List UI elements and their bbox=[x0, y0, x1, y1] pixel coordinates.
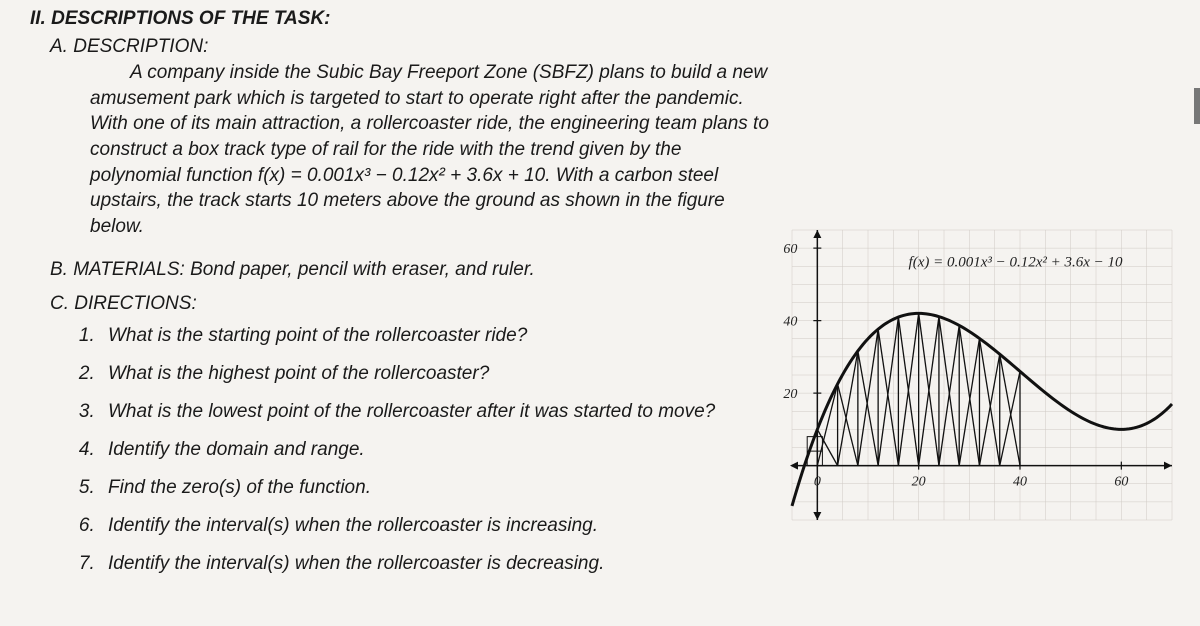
question-item: What is the starting point of the roller… bbox=[100, 325, 750, 347]
question-item: Identify the interval(s) when the roller… bbox=[100, 553, 750, 575]
rollercoaster-chart: 20 40 60 0 20 40 60 f(x) = 0.001x³ − 0.12x² + 3… bbox=[742, 220, 1182, 560]
question-item: Identify the interval(s) when the roller… bbox=[100, 515, 750, 537]
svg-text:20: 20 bbox=[912, 475, 926, 490]
svg-text:60: 60 bbox=[783, 242, 797, 257]
question-item: What is the lowest point of the rollerco… bbox=[100, 401, 750, 423]
svg-text:0: 0 bbox=[814, 475, 821, 490]
svg-text:40: 40 bbox=[783, 315, 797, 330]
question-item: What is the highest point of the rollerc… bbox=[100, 363, 750, 385]
svg-text:20: 20 bbox=[783, 387, 797, 402]
question-list: What is the starting point of the roller… bbox=[100, 325, 750, 575]
svg-text:60: 60 bbox=[1114, 475, 1128, 490]
description-paragraph: A company inside the Subic Bay Freeport … bbox=[90, 60, 770, 239]
section-header: II. DESCRIPTIONS OF THE TASK: bbox=[30, 8, 1200, 30]
subsection-a: A. DESCRIPTION: bbox=[50, 36, 1200, 58]
svg-text:40: 40 bbox=[1013, 475, 1027, 490]
svg-text:f(x) = 0.001x³ − 0.12x² + 3.6x: f(x) = 0.001x³ − 0.12x² + 3.6x − 10 bbox=[909, 254, 1124, 270]
question-item: Find the zero(s) of the function. bbox=[100, 477, 750, 499]
page-edge-mark bbox=[1194, 88, 1200, 124]
question-item: Identify the domain and range. bbox=[100, 439, 750, 461]
